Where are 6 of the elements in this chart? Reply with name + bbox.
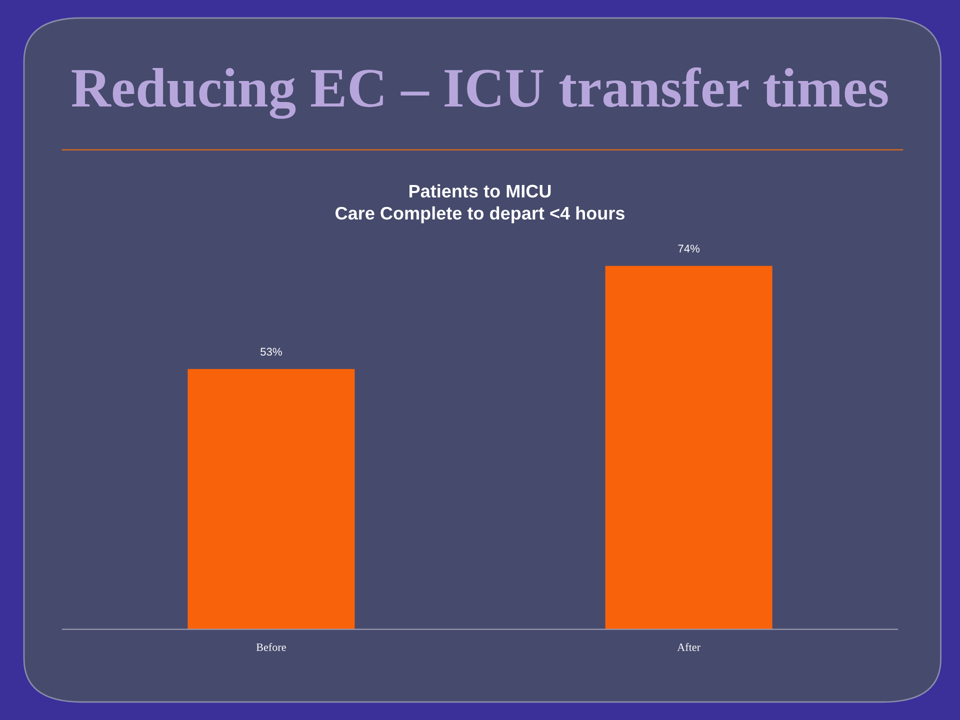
chart-title: Reducing EC – ICU transfer times bbox=[72, 67, 888, 119]
x-tick-label: Before bbox=[256, 643, 286, 651]
x-tick-label: After bbox=[677, 643, 700, 651]
data-label: 53% bbox=[260, 348, 282, 356]
chart-subtitle: Patients to MICU Care Complete to depart <4 hours bbox=[336, 184, 624, 224]
data-label: 74% bbox=[678, 244, 700, 252]
